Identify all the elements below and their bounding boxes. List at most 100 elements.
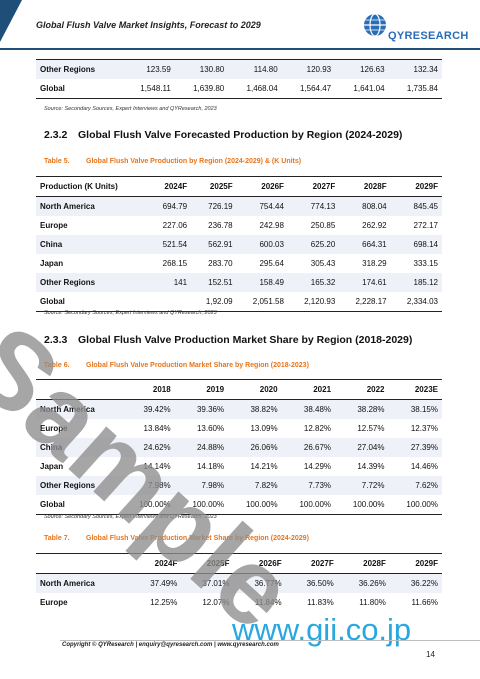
cell: 2,051.58	[252, 297, 284, 306]
table-row: North America 694.79 726.19 754.44 774.1…	[36, 196, 442, 216]
cell: 694.79	[162, 202, 188, 211]
cell: 12.07%	[202, 598, 230, 607]
column-header: 2022	[366, 385, 385, 394]
cell: 14.18%	[196, 462, 225, 471]
cell: 808.04	[362, 202, 387, 211]
cell: 262.92	[362, 221, 387, 230]
column-header: 2024F	[154, 559, 178, 568]
cell: 100.00%	[192, 500, 225, 509]
cell: 13.84%	[143, 424, 171, 433]
cell: 283.70	[208, 259, 233, 268]
table-row: Europe 13.84% 13.60% 13.09% 12.82% 12.57…	[36, 419, 442, 438]
cell: 1,468.04	[246, 84, 278, 93]
column-header: 2026F	[261, 182, 284, 191]
cell: 562.91	[208, 240, 233, 249]
cell: 132.34	[413, 65, 438, 74]
cell: 268.15	[162, 259, 188, 268]
section-number: 2.3.3	[44, 334, 68, 346]
row-label: Other Regions	[40, 278, 96, 287]
row-label: Japan	[40, 259, 64, 268]
cell: 318.29	[362, 259, 387, 268]
cell: 27.04%	[357, 443, 385, 452]
header-rule	[0, 48, 480, 50]
cell: 38.82%	[250, 405, 278, 414]
row-label: Global	[40, 84, 65, 93]
cell: 14.14%	[143, 462, 171, 471]
cell: 100.00%	[406, 500, 438, 509]
cell: 14.39%	[357, 462, 385, 471]
cell: 12.57%	[357, 424, 385, 433]
cell: 11.66%	[411, 598, 438, 607]
header-title: Global Flush Valve Market Insights, Fore…	[36, 20, 261, 30]
cell: 26.67%	[303, 443, 332, 452]
cell: 130.80	[199, 65, 225, 74]
table-row: Europe 227.06 236.78 242.98 250.85 262.9…	[36, 216, 442, 235]
table-row: China 521.54 562.91 600.03 625.20 664.31…	[36, 235, 442, 254]
row-label: Europe	[40, 221, 68, 230]
cell: 158.49	[259, 278, 284, 287]
cell: 27.39%	[410, 443, 438, 452]
cell: 7.73%	[308, 481, 332, 490]
logo-text: QYRESEARCH	[388, 30, 469, 42]
cell: 38.48%	[303, 405, 332, 414]
table-caption-text: Global Flush Valve Production by Region …	[86, 158, 302, 165]
cell: 13.60%	[196, 424, 225, 433]
cell: 236.78	[208, 221, 233, 230]
row-label: Global	[40, 297, 65, 306]
column-header: Production (K Units)	[40, 182, 118, 191]
column-header: 2025F	[206, 559, 230, 568]
cell: 774.13	[310, 202, 336, 211]
cell: 37.01%	[202, 579, 230, 588]
cell: 123.59	[146, 65, 171, 74]
row-label: Other Regions	[40, 65, 96, 74]
column-header: 2027F	[312, 182, 336, 191]
cell: 38.15%	[410, 405, 438, 414]
cell: 11.80%	[359, 598, 386, 607]
cell: 100.00%	[139, 500, 171, 509]
cell: 1,641.04	[353, 84, 385, 93]
cell: 36.50%	[306, 579, 334, 588]
table-row: China 24.62% 24.88% 26.06% 26.67% 27.04%…	[36, 438, 442, 457]
cell: 100.00%	[245, 500, 278, 509]
section-heading: 2.3.3 Global Flush Valve Production Marke…	[44, 334, 412, 346]
cell	[149, 292, 192, 312]
cell: 39.42%	[143, 405, 171, 414]
cell: 12.37%	[410, 424, 438, 433]
cell: 165.32	[310, 278, 336, 287]
table-row: Global 100.00% 100.00% 100.00% 100.00% 1…	[36, 495, 442, 515]
column-header: 2025F	[209, 182, 233, 191]
table-caption: Table 5. Global Flush Valve Production by…	[44, 158, 301, 165]
section-number: 2.3.2	[44, 129, 68, 141]
footer-copyright: Copyright © QYResearch | enquiry@qyresea…	[62, 642, 279, 648]
row-label: North America	[40, 405, 95, 414]
source-note: Source: Secondary Sources, Expert Interv…	[44, 310, 217, 316]
row-label: China	[40, 240, 63, 249]
cell: 242.98	[259, 221, 284, 230]
table-row: Europe 12.25% 12.07% 11.84% 11.83% 11.80…	[36, 593, 442, 612]
row-label: China	[40, 443, 63, 452]
cell: 39.36%	[196, 405, 225, 414]
cell: 12.82%	[303, 424, 332, 433]
row-label: Global	[40, 500, 65, 509]
table-row: Global 1,92.09 2,051.58 2,120.93 2,228.1…	[36, 292, 442, 312]
cell: 36.77%	[254, 579, 282, 588]
row-label: Other Regions	[40, 481, 96, 490]
cell: 24.88%	[196, 443, 225, 452]
footer-rule	[60, 640, 480, 641]
cell: 185.12	[413, 278, 438, 287]
table-header-row: 2024F 2025F 2026F 2027F 2028F 2029F	[36, 553, 442, 574]
column-header: 2027F	[311, 559, 334, 568]
header-accent	[0, 0, 22, 42]
cell: 126.63	[360, 65, 385, 74]
cell: 227.06	[162, 221, 188, 230]
table-row: Japan 268.15 283.70 295.64 305.43 318.29…	[36, 254, 442, 273]
column-header: 2028F	[363, 182, 387, 191]
cell: 2,334.03	[406, 297, 438, 306]
cell: 14.46%	[410, 462, 438, 471]
cell: 7.82%	[254, 481, 278, 490]
section-title: Global Flush Valve Production Market Sha…	[78, 334, 413, 346]
cell: 1,548.11	[140, 84, 171, 93]
cell: 2,120.93	[304, 297, 336, 306]
table-row: Other Regions 123.59 130.80 114.80 120.9…	[36, 59, 442, 79]
table-row: North America 37.49% 37.01% 36.77% 36.50…	[36, 573, 442, 593]
